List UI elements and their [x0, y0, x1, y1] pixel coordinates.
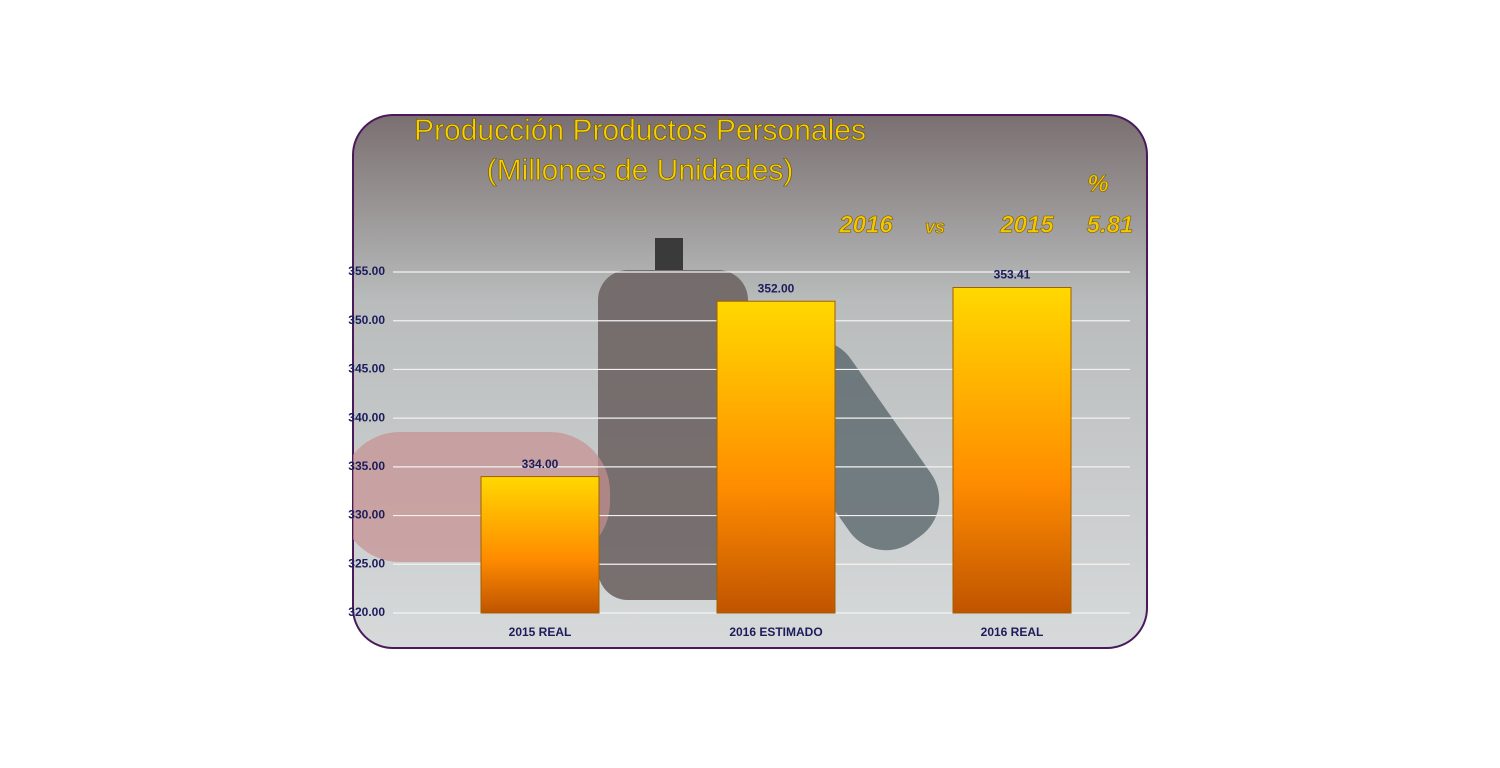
bar: [480, 476, 600, 614]
value-label: 353.41: [994, 268, 1031, 282]
y-tick-label: 355.00: [348, 264, 385, 278]
annotation: %: [1087, 170, 1108, 197]
x-tick-label: 2015 REAL: [509, 625, 572, 639]
y-tick-label: 335.00: [348, 459, 385, 473]
annotation: 5.81: [1087, 211, 1134, 238]
y-tick-label: 345.00: [348, 362, 385, 376]
annotation: vs: [925, 217, 945, 237]
value-label: 352.00: [758, 281, 795, 295]
y-tick-label: 320.00: [348, 605, 385, 619]
annotation: 2015: [999, 211, 1054, 238]
chart-subtitle: (Millones de Unidades): [487, 154, 794, 187]
bar: [952, 286, 1072, 614]
bar: [716, 300, 836, 614]
value-label: 334.00: [522, 457, 559, 471]
annotation: 2016: [838, 211, 893, 238]
x-tick-label: 2016 REAL: [981, 625, 1044, 639]
chart-title: Producción Productos Personales: [414, 114, 866, 147]
y-tick-label: 325.00: [348, 556, 385, 570]
x-tick-label: 2016 ESTIMADO: [729, 625, 822, 639]
y-tick-label: 340.00: [348, 410, 385, 424]
y-tick-label: 330.00: [348, 508, 385, 522]
y-tick-label: 350.00: [348, 313, 385, 327]
